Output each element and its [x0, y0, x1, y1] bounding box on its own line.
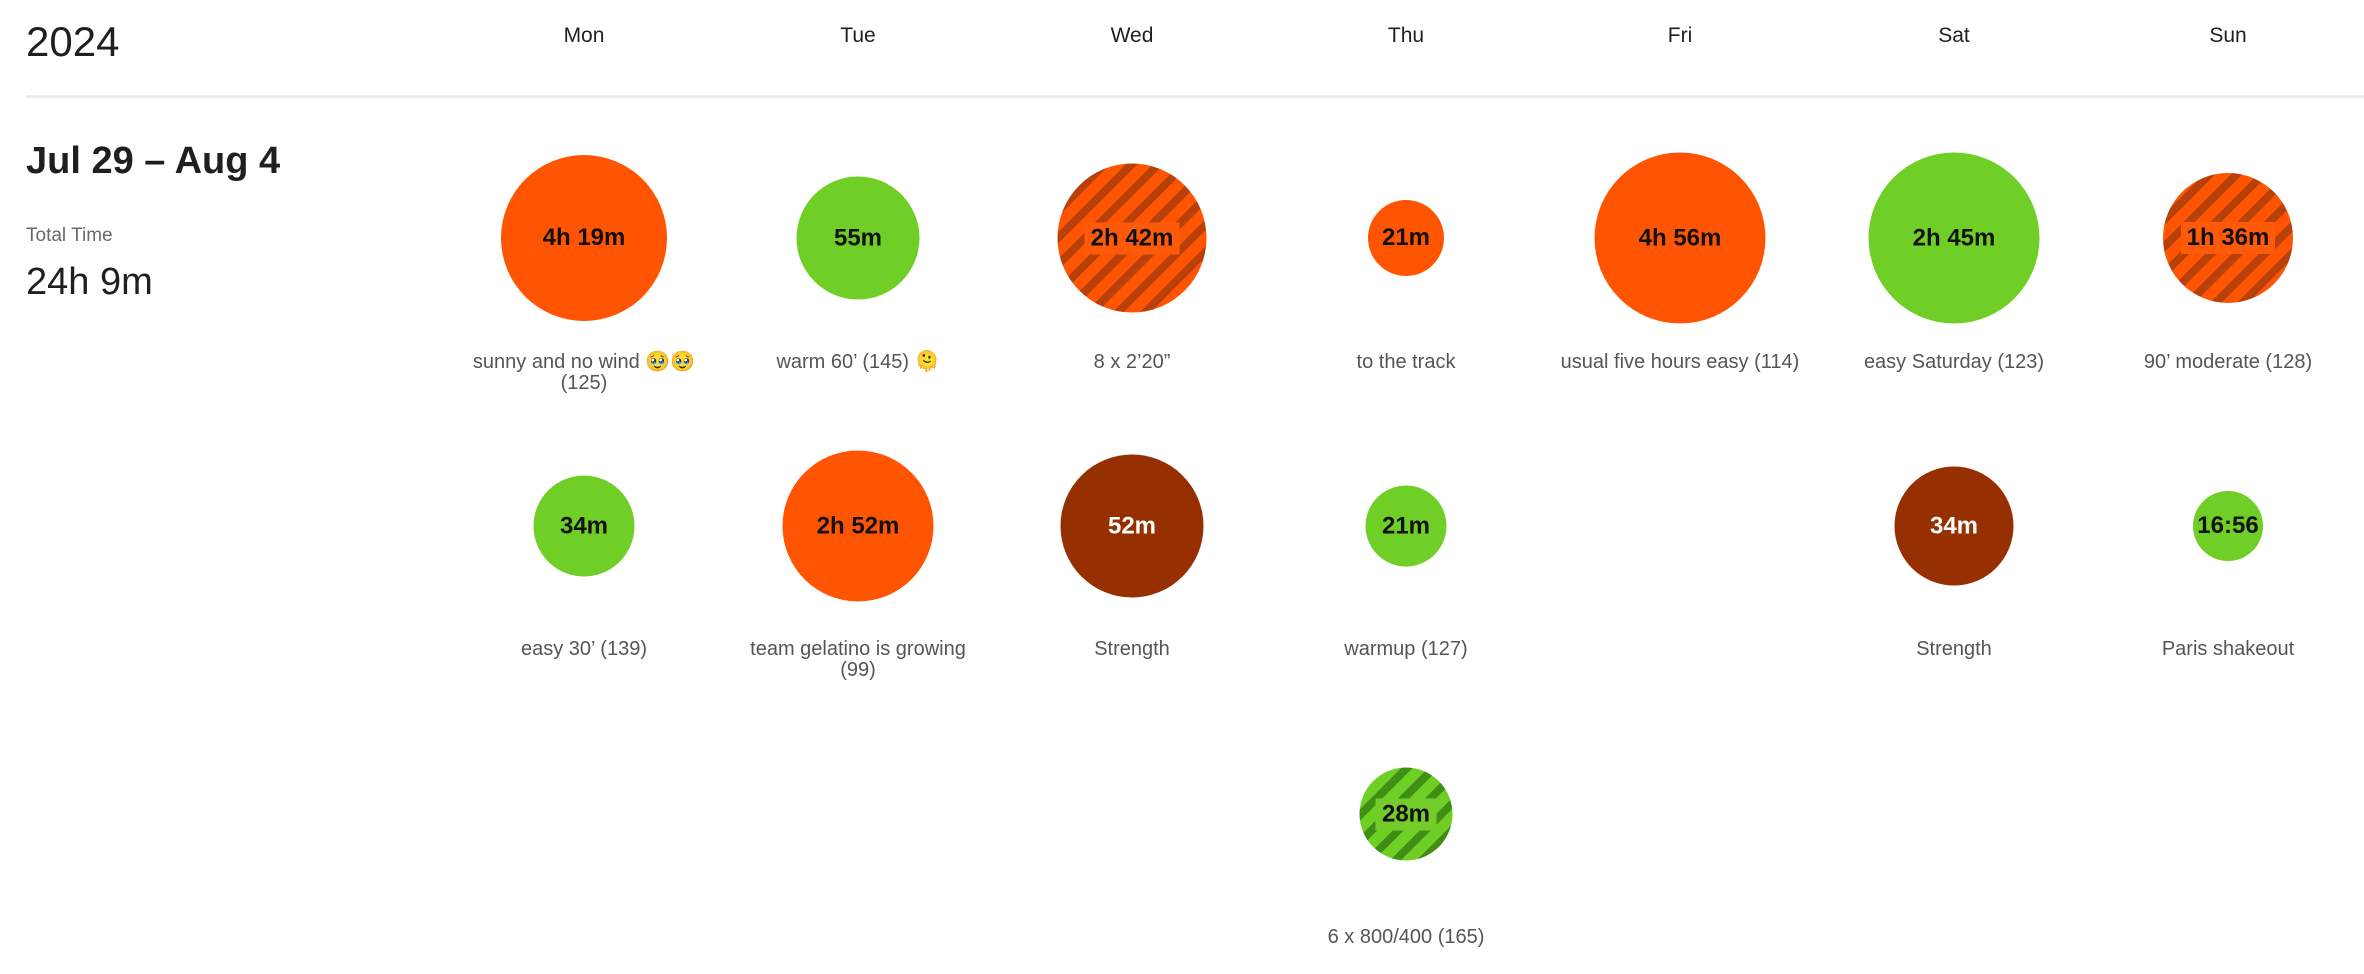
workout-bubble-sat-2[interactable]: 34m [1894, 466, 2014, 586]
workout-duration: 55m [833, 224, 883, 251]
workout-duration: 34m [1929, 512, 1979, 539]
weekday-sun: Sun [2209, 24, 2247, 47]
header-divider [26, 95, 2364, 98]
workout-bubble-sat-1[interactable]: 2h 45m [1868, 152, 2040, 324]
workout-bubble-wed-1[interactable]: 2h 42m [1057, 163, 1207, 313]
workout-caption-fri-1[interactable]: usual five hours easy (114) [1560, 351, 1800, 373]
workout-bubble-wed-2[interactable]: 52m [1060, 454, 1204, 598]
workout-caption-thu-1[interactable]: to the track [1356, 351, 1456, 373]
week-range[interactable]: Jul 29 – Aug 4 [26, 140, 281, 182]
workout-caption-tue-1[interactable]: warm 60’ (145) 🫠 [776, 351, 940, 373]
workout-duration: 28m [1375, 798, 1437, 830]
workout-caption-tue-2[interactable]: team gelatino is growing (99) [750, 638, 966, 681]
workout-caption-sun-1[interactable]: 90’ moderate (128) [2143, 351, 2313, 373]
weekday-wed: Wed [1110, 24, 1154, 47]
workout-duration: 1h 36m [2180, 222, 2276, 254]
workout-caption-thu-3[interactable]: 6 x 800/400 (165) [1327, 926, 1485, 948]
workout-bubble-tue-1[interactable]: 55m [796, 176, 920, 300]
workout-bubble-thu-1[interactable]: 21m [1368, 200, 1444, 276]
workout-bubble-fri-1[interactable]: 4h 56m [1594, 152, 1766, 324]
workout-caption-sun-2[interactable]: Paris shakeout [2161, 638, 2295, 660]
workout-caption-sat-1[interactable]: easy Saturday (123) [1863, 351, 2045, 373]
week-summary: Jul 29 – Aug 4 Total Time 24h 9m [26, 140, 280, 304]
weekday-thu: Thu [1387, 24, 1425, 47]
workout-duration: 34m [559, 512, 609, 539]
weekday-fri: Fri [1667, 24, 1693, 47]
workout-duration: 4h 56m [1638, 224, 1722, 251]
workout-duration: 21m [1381, 224, 1431, 251]
workout-bubble-mon-1[interactable]: 4h 19m [501, 155, 667, 321]
total-time-value: 24h 9m [26, 261, 153, 303]
workout-duration: 4h 19m [542, 224, 626, 251]
workout-caption-mon-2[interactable]: easy 30’ (139) [521, 638, 647, 660]
workout-caption-mon-1[interactable]: sunny and no wind 🥹🥹 (125) [472, 351, 696, 394]
workout-caption-sat-2[interactable]: Strength [1916, 638, 1992, 660]
workout-bubble-thu-2[interactable]: 21m [1365, 485, 1447, 567]
workout-duration: 2h 45m [1912, 224, 1996, 251]
total-time-label: Total Time [26, 225, 113, 246]
workout-duration: 21m [1381, 512, 1431, 539]
workout-duration: 52m [1107, 512, 1157, 539]
workout-caption-wed-1[interactable]: 8 x 2’20” [1093, 351, 1171, 373]
workout-duration: 2h 42m [1084, 222, 1180, 254]
workout-caption-thu-2[interactable]: warmup (127) [1344, 638, 1468, 660]
workout-bubble-sun-2[interactable]: 16:56 [2193, 491, 2263, 561]
weekday-sat: Sat [1938, 24, 1970, 47]
year-title: 2024 [26, 18, 120, 65]
workout-duration: 16:56 [2197, 512, 2259, 539]
workout-bubble-tue-2[interactable]: 2h 52m [782, 450, 934, 602]
calendar-header: 2024 Mon Tue Wed Thu Fri Sat Sun [0, 0, 2364, 100]
weekday-mon: Mon [563, 24, 605, 47]
weekday-tue: Tue [840, 24, 876, 47]
workout-bubble-mon-2[interactable]: 34m [533, 475, 635, 577]
workout-bubble-thu-3[interactable]: 28m [1359, 767, 1453, 861]
workout-duration: 2h 52m [816, 512, 900, 539]
workout-caption-wed-2[interactable]: Strength [1094, 638, 1170, 660]
workout-bubble-sun-1[interactable]: 1h 36m [2163, 173, 2293, 303]
weekday-header-row: Mon Tue Wed Thu Fri Sat Sun [0, 24, 2364, 54]
